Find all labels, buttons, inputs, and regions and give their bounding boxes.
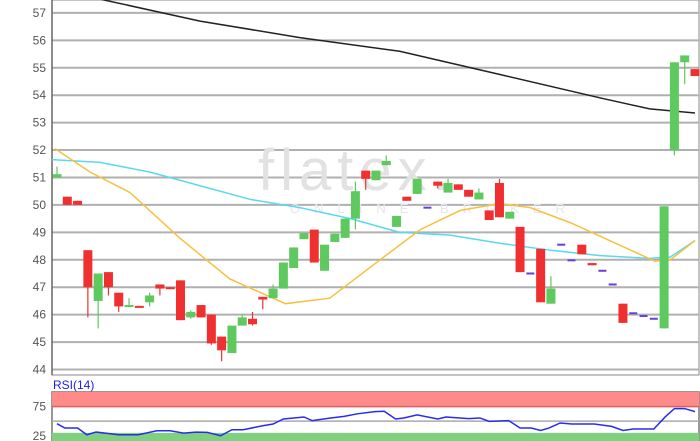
- price-tick-label: 57: [33, 6, 47, 20]
- candle-up: [474, 192, 484, 200]
- moving-average-line: [51, 158, 696, 260]
- price-tick-label: 53: [33, 116, 47, 130]
- moving-average-line: [54, 148, 696, 305]
- candle-down: [309, 229, 319, 263]
- price-tick-label: 49: [33, 225, 47, 239]
- candle-down: [258, 296, 268, 300]
- rsi-line: [56, 407, 696, 437]
- candle-up: [505, 211, 515, 219]
- candle-down: [62, 196, 72, 205]
- candle-up: [93, 273, 103, 301]
- candle-down: [577, 244, 587, 255]
- moving-average-line: [100, 0, 696, 114]
- price-tick-label: 46: [33, 308, 47, 322]
- price-tick-label: 54: [33, 88, 47, 102]
- candle-up: [340, 218, 350, 238]
- candle-down: [402, 196, 412, 201]
- candle-down: [73, 200, 83, 205]
- candle-up: [371, 170, 381, 181]
- candle-up: [124, 305, 134, 308]
- candle-up: [546, 288, 556, 304]
- rsi-panel: 25 75: [33, 391, 700, 441]
- candle-up: [268, 288, 278, 299]
- candles: [52, 55, 700, 362]
- candle-down: [515, 226, 525, 273]
- rsi-tick-label: 75: [33, 400, 47, 414]
- candle-down: [484, 210, 494, 221]
- price-tick-label: 45: [33, 335, 47, 349]
- candle-down: [83, 250, 93, 288]
- candle-up: [392, 215, 402, 227]
- candle-down: [433, 181, 443, 186]
- price-tick-label: 56: [33, 33, 47, 47]
- candle-up: [289, 247, 299, 269]
- candle-down: [175, 280, 185, 321]
- price-tick-label: 55: [33, 61, 47, 75]
- rsi-title: RSI(14): [53, 378, 94, 392]
- candle-down: [618, 303, 628, 323]
- candle-up: [443, 182, 453, 193]
- candle-down: [361, 170, 371, 179]
- price-tick-label: 48: [33, 253, 47, 267]
- candle-down: [196, 305, 206, 318]
- candle-down: [248, 318, 258, 325]
- price-axis: 44 45 46 47 48 49 50 51 52 53 54 55 56 57: [33, 6, 47, 377]
- candle-down: [114, 292, 124, 307]
- candle-down: [134, 305, 144, 308]
- candle-down: [494, 182, 504, 218]
- candle-down: [453, 184, 463, 190]
- candle-up: [330, 233, 340, 242]
- candle-up: [186, 311, 196, 318]
- candle-up: [680, 55, 690, 63]
- moving-averages: [51, 0, 696, 305]
- candle-up: [52, 174, 62, 178]
- rsi-tick-label: 25: [33, 429, 47, 441]
- candle-up: [412, 178, 422, 194]
- candle-up: [669, 62, 679, 151]
- candle-up: [659, 206, 669, 329]
- candle-up: [227, 325, 237, 354]
- price-tick-label: 52: [33, 143, 47, 157]
- price-tick-label: 44: [33, 363, 47, 377]
- price-tick-label: 50: [33, 198, 47, 212]
- candle-down: [464, 189, 474, 197]
- rsi-zone: [52, 392, 699, 407]
- price-tick-label: 47: [33, 280, 47, 294]
- candle-up: [320, 244, 330, 271]
- candle-down: [206, 314, 216, 344]
- candle-down: [217, 336, 227, 351]
- candle-down: [536, 248, 546, 303]
- candle-up: [145, 295, 155, 303]
- price-plot-area: [51, 0, 700, 376]
- candle-down: [165, 287, 175, 290]
- candle-down: [155, 284, 165, 289]
- candle-down: [690, 69, 700, 76]
- candle-up: [381, 161, 391, 166]
- candle-up: [278, 262, 288, 289]
- candle-up: [350, 191, 360, 219]
- candle-up: [299, 233, 309, 240]
- candle-down: [587, 263, 597, 266]
- candle-down: [103, 272, 113, 288]
- candle-up: [237, 317, 247, 326]
- price-grid: [51, 0, 700, 376]
- svg-text:ONLINE BROKER: ONLINE BROKER: [290, 201, 579, 216]
- rsi-zone: [52, 432, 699, 441]
- price-tick-label: 51: [33, 170, 47, 184]
